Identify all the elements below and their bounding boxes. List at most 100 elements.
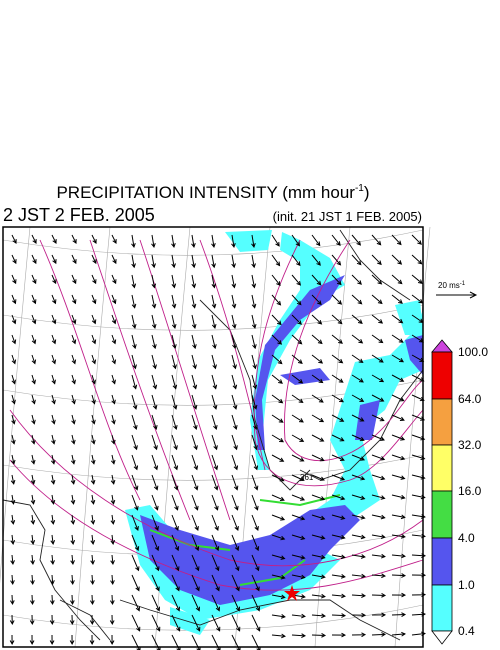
- wind-arrow: [50, 514, 56, 525]
- wind-arrow: [291, 494, 306, 501]
- wind-arrow: [211, 434, 218, 451]
- wind-arrow: [51, 374, 56, 385]
- wind-arrow: [371, 474, 386, 481]
- wind-arrow: [371, 374, 385, 383]
- colorbar-segment: [431, 537, 453, 586]
- wind-arrow: [311, 534, 326, 540]
- wind-arrow: [109, 634, 115, 646]
- wind-arrow: [331, 374, 344, 383]
- latitude-line: [2, 229, 424, 256]
- wind-arrow: [351, 254, 362, 266]
- wind-arrow: [109, 594, 115, 606]
- wind-arrow: [371, 294, 383, 305]
- colorbar-segment: [431, 351, 453, 400]
- wind-arrow: [111, 354, 117, 365]
- wind-arrow: [351, 494, 366, 501]
- wind-arrow: [371, 494, 386, 500]
- wind-arrow: [131, 374, 138, 390]
- colorbar-segment: [431, 398, 453, 446]
- wind-arrow: [391, 374, 405, 382]
- wind-arrow: [391, 294, 403, 304]
- wind-scale-text: 20 ms: [438, 281, 460, 290]
- longitude-line: [394, 226, 431, 648]
- colorbar: [431, 339, 453, 645]
- wind-arrow: [311, 354, 324, 364]
- wind-arrow: [271, 254, 281, 267]
- wind-arrow: [91, 234, 97, 244]
- wind-arrow: [31, 394, 36, 405]
- wind-arrow: [211, 614, 221, 632]
- wind-arrow: [171, 414, 178, 431]
- wind-arrow: [391, 514, 406, 520]
- wind-arrow: [311, 454, 325, 462]
- wind-arrow: [291, 613, 306, 619]
- wind-arrow: [251, 534, 260, 552]
- colorbar-label: 100.0: [458, 345, 488, 359]
- wind-arrow: [131, 514, 139, 531]
- wind-arrow: [231, 394, 238, 410]
- wind-arrow: [351, 294, 363, 305]
- latitude-line: [2, 304, 424, 331]
- wind-arrow: [391, 631, 406, 637]
- wind-arrow: [90, 494, 96, 505]
- wind-arrow: [311, 254, 321, 266]
- wind-arrow: [351, 434, 365, 442]
- wind-arrow: [371, 314, 384, 324]
- wind-arrow: [31, 354, 37, 365]
- wind-arrow: [231, 414, 238, 431]
- wind-arrow: [271, 633, 286, 639]
- wind-arrow: [311, 593, 326, 599]
- wind-arrow: [231, 354, 237, 370]
- wind-arrow: [9, 594, 15, 606]
- colorbar-over: [431, 339, 453, 353]
- wind-arrow: [251, 274, 257, 289]
- wind-arrow: [231, 334, 237, 350]
- wind-arrow: [351, 514, 366, 520]
- colorbar-label: 64.0: [458, 392, 482, 406]
- wind-arrow: [411, 254, 423, 265]
- wind-arrow: [71, 314, 77, 325]
- wind-arrow: [271, 374, 283, 384]
- wind-arrow: [351, 454, 366, 461]
- wind-arrow: [70, 494, 76, 505]
- wind-arrow: [271, 514, 286, 521]
- wind-arrow: [251, 314, 257, 329]
- wind-arrow: [110, 574, 115, 586]
- wind-arrow: [51, 394, 56, 405]
- wind-arrow: [29, 614, 35, 626]
- wind-arrow: [251, 254, 256, 269]
- wind-arrow: [31, 234, 37, 244]
- wind-arrow: [311, 494, 326, 501]
- wind-arrow: [91, 374, 96, 385]
- wind-arrow: [131, 334, 137, 350]
- map-frame: [2, 226, 424, 648]
- wind-arrow: [231, 594, 240, 612]
- wind-arrow: [49, 614, 55, 626]
- wind-arrow: [311, 294, 322, 306]
- wind-arrow: [30, 474, 36, 485]
- wind-arrow: [90, 454, 96, 465]
- wind-arrow: [411, 394, 425, 402]
- wind-arrow: [291, 514, 306, 521]
- wind-arrow: [331, 593, 346, 599]
- wind-arrow: [371, 334, 384, 344]
- contours: [9, 239, 424, 591]
- wind-arrow: [111, 374, 116, 385]
- wind-arrow: [151, 514, 159, 531]
- wind-arrow: [251, 594, 260, 612]
- wind-arrow: [271, 354, 283, 365]
- wind-arrow: [151, 334, 157, 350]
- wind-arrow: [251, 234, 256, 248]
- wind-arrow: [211, 494, 219, 511]
- wind-arrow: [391, 553, 406, 559]
- wind-arrow: [211, 354, 217, 370]
- wind-arrow: [51, 354, 57, 365]
- wind-arrow: [171, 614, 181, 632]
- wind-arrow: [351, 394, 365, 402]
- wind-arrow: [151, 234, 156, 248]
- wind-arrow: [191, 474, 199, 491]
- wind-arrow: [50, 554, 55, 565]
- wind-arrow: [111, 334, 117, 345]
- wind-arrow: [31, 434, 36, 445]
